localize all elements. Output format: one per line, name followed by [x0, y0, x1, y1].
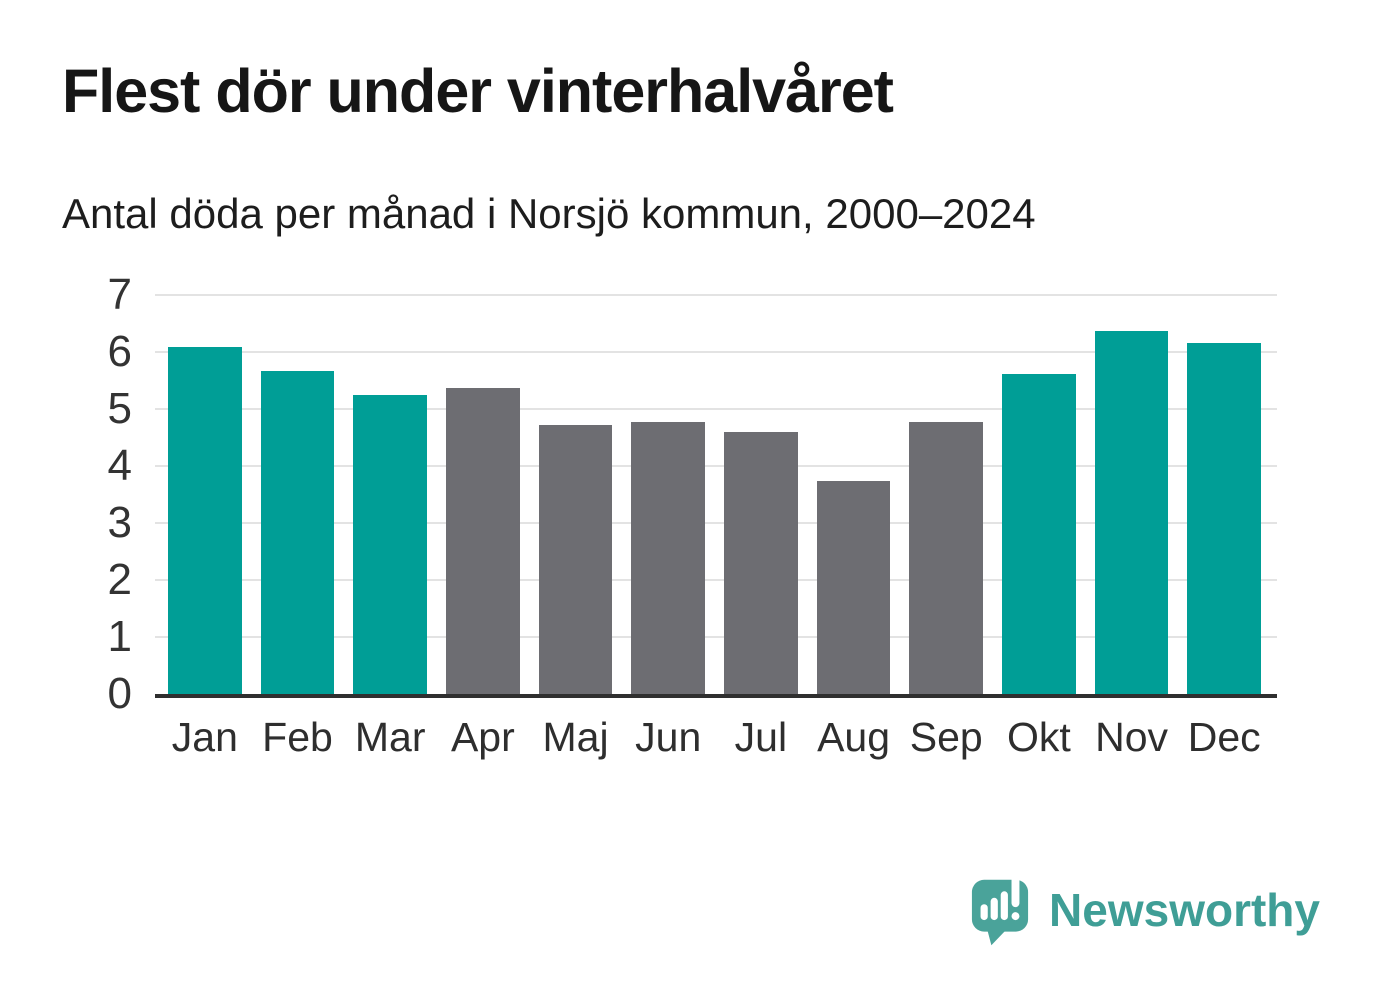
x-tick-label-apr: Apr — [450, 714, 515, 760]
x-tick-label-feb: Feb — [262, 714, 333, 760]
y-tick-label-3: 3 — [107, 498, 132, 547]
bar-dec — [1187, 342, 1262, 694]
x-tick-label-maj: Maj — [542, 714, 609, 760]
gridline-5 — [155, 408, 1277, 410]
bar-mar — [353, 395, 428, 694]
y-axis: 0 1 2 3 4 5 6 7 — [0, 273, 132, 716]
x-tick-label-mar: Mar — [354, 714, 426, 760]
y-tick-label-7: 7 — [107, 270, 132, 319]
y-tick-label-6: 6 — [107, 327, 132, 376]
gridline-2 — [155, 579, 1277, 581]
bar-okt — [1002, 373, 1076, 694]
newsworthy-bubble-chart-icon — [971, 874, 1029, 946]
bar-feb — [260, 370, 335, 694]
bar-jul — [724, 431, 798, 694]
y-tick-label-2: 2 — [107, 555, 132, 604]
x-tick-label-jan: Jan — [171, 714, 238, 760]
x-tick-label-jul: Jul — [734, 714, 788, 760]
y-tick-label-1: 1 — [107, 612, 132, 661]
gridline-7 — [155, 294, 1277, 296]
chart-subtitle: Antal döda per månad i Norsjö kommun, 20… — [62, 190, 1036, 237]
x-tick-label-okt: Okt — [1006, 714, 1071, 760]
bar-jan — [168, 347, 242, 694]
x-axis: Jan Feb Mar Apr Maj Jun Jul Aug Sep Okt Nov Dec — [155, 714, 1277, 761]
x-tick-label-sep: Sep — [909, 714, 983, 760]
gridline-3 — [155, 522, 1277, 524]
bar-apr — [446, 388, 520, 694]
plot-area — [155, 294, 1277, 698]
chart-title: Flest dör under vinterhalvåret — [62, 57, 894, 125]
x-tick-label-nov: Nov — [1095, 714, 1169, 760]
bar-aug — [816, 480, 891, 694]
bar-sep — [909, 422, 984, 694]
bar-nov — [1094, 330, 1169, 694]
newsworthy-wordmark: Newsworthy — [1049, 884, 1320, 936]
y-tick-label-5: 5 — [107, 384, 132, 433]
newsworthy-logo: Newsworthy — [971, 874, 1320, 946]
bar-maj — [538, 424, 613, 694]
gridline-6 — [155, 351, 1277, 353]
x-tick-label-dec: Dec — [1187, 714, 1261, 760]
y-tick-label-4: 4 — [107, 441, 132, 490]
x-tick-label-aug: Aug — [817, 714, 891, 760]
y-tick-label-0: 0 — [107, 669, 132, 718]
x-axis-line — [155, 694, 1277, 698]
bar-jun — [631, 422, 706, 694]
gridline-4 — [155, 465, 1277, 467]
gridline-1 — [155, 636, 1277, 638]
bars — [155, 295, 1277, 694]
x-tick-label-jun: Jun — [635, 714, 702, 760]
